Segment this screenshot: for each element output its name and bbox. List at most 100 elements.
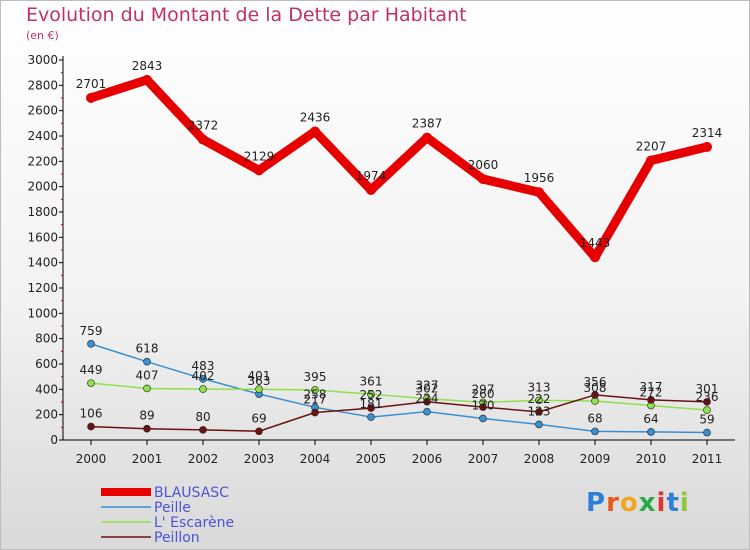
data-point <box>591 427 599 436</box>
series-layer <box>86 74 712 437</box>
y-tick-label: 2200 <box>27 154 58 168</box>
chart-title: Evolution du Montant de la Dette par Hab… <box>26 4 467 26</box>
data-point <box>422 132 432 143</box>
x-tick-label: 2006 <box>412 452 443 466</box>
data-label: 759 <box>80 324 103 338</box>
data-point <box>87 422 95 431</box>
data-point <box>591 391 599 399</box>
data-point <box>143 357 151 366</box>
data-label: 260 <box>472 387 495 401</box>
data-label: 2207 <box>636 139 667 153</box>
data-label: 483 <box>192 359 215 373</box>
data-label: 308 <box>584 381 607 395</box>
data-label: 407 <box>136 368 159 382</box>
data-label: 89 <box>139 409 154 423</box>
data-label: 401 <box>248 369 271 383</box>
data-point <box>86 92 96 103</box>
y-tick-label: 1200 <box>27 281 58 295</box>
data-point <box>310 126 320 137</box>
y-tick-label: 1800 <box>27 205 58 219</box>
series-line-peillon <box>90 394 708 433</box>
data-label: 217 <box>304 393 327 407</box>
data-point <box>478 174 488 185</box>
data-label: 272 <box>640 386 663 400</box>
chart-subtitle: (en €) <box>26 29 59 42</box>
data-point <box>367 390 375 399</box>
data-point <box>254 165 264 176</box>
data-point <box>143 384 151 393</box>
data-label: 363 <box>248 374 271 388</box>
data-point <box>647 396 655 404</box>
series-line-blausasc <box>86 75 712 262</box>
data-point <box>646 155 656 166</box>
data-point <box>311 408 319 417</box>
logo-letter: i <box>656 488 667 518</box>
data-point <box>366 184 376 195</box>
data-label: 2701 <box>76 77 107 91</box>
x-tick-label: 2003 <box>244 452 275 466</box>
data-label: 356 <box>584 375 607 389</box>
y-tick-label: 0 <box>50 433 58 447</box>
data-label: 2843 <box>132 59 163 73</box>
logo-letter: P <box>586 488 607 518</box>
data-label: 2314 <box>692 126 723 140</box>
data-label: 317 <box>640 380 663 394</box>
data-label: 301 <box>696 382 719 396</box>
x-tick-label: 2007 <box>468 452 499 466</box>
x-tick-label: 2000 <box>76 452 107 466</box>
data-point <box>703 398 711 406</box>
data-label: 170 <box>472 398 495 412</box>
logo-letter: t <box>666 488 680 518</box>
data-point <box>535 408 543 416</box>
data-label: 64 <box>643 412 658 426</box>
data-label: 68 <box>587 411 602 425</box>
data-label: 402 <box>192 369 215 383</box>
legend-label: Peillon <box>154 530 200 546</box>
data-point <box>703 428 711 437</box>
x-tick-label: 2011 <box>692 452 723 466</box>
x-tick-label: 2002 <box>188 452 219 466</box>
data-point <box>143 424 151 433</box>
data-point <box>199 385 207 393</box>
data-point <box>255 427 263 436</box>
y-tick-label: 600 <box>35 357 58 371</box>
data-labels: 759 618 483 363 258 181 224 170 123 68 64 59 449 407 4… <box>76 59 723 427</box>
y-tick-label: 2800 <box>27 78 58 92</box>
x-tick-label: 2008 <box>524 452 555 466</box>
data-point <box>199 426 207 434</box>
y-tick-label: 1600 <box>27 230 58 244</box>
data-point <box>534 187 544 198</box>
data-label: 449 <box>80 363 103 377</box>
data-point <box>423 407 431 416</box>
legend-label: BLAUSASC <box>154 485 229 501</box>
proxiti-logo: Proxiti <box>586 488 690 518</box>
data-point <box>367 404 375 412</box>
data-point <box>703 406 711 414</box>
data-label: 2129 <box>244 149 275 163</box>
data-label: 252 <box>360 388 383 402</box>
x-tick-label: 2001 <box>132 452 163 466</box>
series-line-peille <box>90 343 708 434</box>
data-point <box>87 340 95 348</box>
data-point <box>535 396 543 405</box>
data-label: 222 <box>528 392 551 406</box>
data-label: 297 <box>472 382 495 396</box>
legend-label: L' Escarène <box>154 515 234 531</box>
data-point <box>479 403 487 411</box>
x-tick-label: 2004 <box>300 452 331 466</box>
logo-letter: x <box>638 488 657 518</box>
y-tick-label: 400 <box>35 382 58 396</box>
data-label: 2060 <box>468 158 499 172</box>
x-tick-label: 2005 <box>356 452 387 466</box>
logo-letter: r <box>606 488 620 518</box>
data-label: 59 <box>699 413 714 427</box>
data-label: 1443 <box>580 236 611 250</box>
data-point <box>702 141 712 152</box>
data-point <box>479 414 487 423</box>
data-label: 123 <box>528 404 551 418</box>
data-label: 618 <box>136 342 159 356</box>
logo-letter: o <box>619 488 639 518</box>
data-label: 224 <box>416 392 439 406</box>
